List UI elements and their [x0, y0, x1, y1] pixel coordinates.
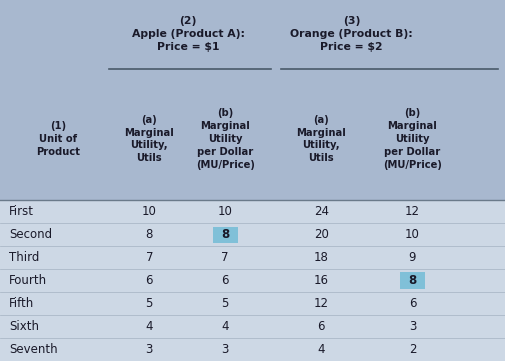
Text: 8: 8 [145, 228, 153, 241]
Text: 12: 12 [404, 205, 419, 218]
Text: 4: 4 [317, 343, 324, 356]
Text: Fifth: Fifth [9, 297, 34, 310]
Text: 2: 2 [408, 343, 415, 356]
Text: First: First [9, 205, 34, 218]
Text: (3)
Orange (Product B):
Price = $2: (3) Orange (Product B): Price = $2 [290, 16, 412, 52]
Text: Third: Third [9, 251, 39, 264]
Text: 6: 6 [145, 274, 153, 287]
Text: 6: 6 [221, 274, 228, 287]
Text: (a)
Marginal
Utility,
Utils: (a) Marginal Utility, Utils [124, 115, 174, 163]
Text: 3: 3 [221, 343, 228, 356]
Bar [0, 200, 505, 361]
Text: 6: 6 [317, 320, 324, 333]
Text: 8: 8 [221, 228, 229, 241]
Text: 6: 6 [408, 297, 415, 310]
Text: Fourth: Fourth [9, 274, 47, 287]
Text: 16: 16 [313, 274, 328, 287]
Text: 4: 4 [221, 320, 228, 333]
Text: 5: 5 [145, 297, 153, 310]
Bar [212, 226, 237, 243]
Text: 7: 7 [145, 251, 153, 264]
Text: 10: 10 [141, 205, 157, 218]
Text: (2)
Apple (Product A):
Price = $1: (2) Apple (Product A): Price = $1 [131, 16, 244, 52]
Text: 10: 10 [404, 228, 419, 241]
Text: 24: 24 [313, 205, 328, 218]
Text: (b)
Marginal
Utility
per Dollar
(MU/Price): (b) Marginal Utility per Dollar (MU/Pric… [195, 108, 254, 170]
Text: 8: 8 [408, 274, 416, 287]
Text: Seventh: Seventh [9, 343, 58, 356]
Text: 4: 4 [145, 320, 153, 333]
Text: 9: 9 [408, 251, 415, 264]
Text: 12: 12 [313, 297, 328, 310]
Text: (b)
Marginal
Utility
per Dollar
(MU/Price): (b) Marginal Utility per Dollar (MU/Pric… [382, 108, 441, 170]
Text: 3: 3 [408, 320, 415, 333]
Text: 7: 7 [221, 251, 228, 264]
Text: Second: Second [9, 228, 52, 241]
Text: 20: 20 [313, 228, 328, 241]
Text: 18: 18 [313, 251, 328, 264]
Text: (1)
Unit of
Product: (1) Unit of Product [36, 121, 80, 157]
Text: (a)
Marginal
Utility,
Utils: (a) Marginal Utility, Utils [296, 115, 345, 163]
Text: 5: 5 [221, 297, 228, 310]
Bar [399, 273, 424, 289]
Text: 3: 3 [145, 343, 153, 356]
Text: 10: 10 [217, 205, 232, 218]
Text: Sixth: Sixth [9, 320, 39, 333]
